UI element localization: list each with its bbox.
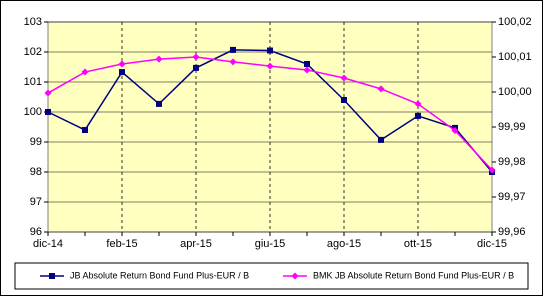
y-tick-label: 102 [24,46,42,58]
marker [229,58,237,66]
y2-tick-label: 100,01 [498,51,532,63]
x-tick-label: feb-15 [106,238,137,250]
y-tick-label: 101 [24,76,42,88]
y2-tick-label: 99,98 [498,156,526,168]
y-tick-label: 103 [24,16,42,28]
y-tick-label: 100 [24,106,42,118]
marker [44,89,52,97]
marker [340,74,348,82]
marker [49,273,55,279]
marker [82,127,88,133]
x-tick-label: apr-15 [180,238,212,250]
marker [303,66,311,74]
marker [378,136,384,143]
x-tick-label: giu-15 [255,238,286,250]
marker [451,127,459,134]
x-tick-label: ott-15 [404,238,432,250]
y2-tick-label: 99,96 [498,226,526,238]
marker [414,100,422,108]
y2-tick-label: 100,02 [498,16,532,28]
marker [155,55,163,63]
marker [377,85,385,93]
x-tick-label: dic-14 [33,238,63,250]
y-tick-label: 97 [30,196,42,208]
marker [488,166,496,174]
marker [193,64,199,71]
marker [291,272,299,280]
marker [230,46,236,53]
legend-label: JB Absolute Return Bond Fund Plus-EUR / … [70,270,249,280]
y-tick-label: 96 [30,226,42,238]
x-tick-label: ago-15 [327,238,361,250]
y2-tick-label: 99,97 [498,191,526,203]
y2-tick-label: 100,00 [498,86,532,98]
marker [341,97,347,103]
marker [118,60,126,68]
x-tick-label: dic-15 [477,238,507,250]
marker [266,62,274,70]
marker [192,53,200,61]
y2-tick-label: 99,99 [498,121,526,133]
legend-label: BMK JB Absolute Return Bond Fund Plus-EU… [313,270,514,280]
marker [304,61,310,67]
marker [45,109,51,115]
marker [267,47,273,54]
y-tick-label: 99 [30,136,42,148]
legend [14,262,529,290]
marker [119,69,125,76]
y-tick-label: 98 [30,166,42,178]
marker [81,68,89,76]
marker [415,112,421,119]
marker [156,100,162,107]
